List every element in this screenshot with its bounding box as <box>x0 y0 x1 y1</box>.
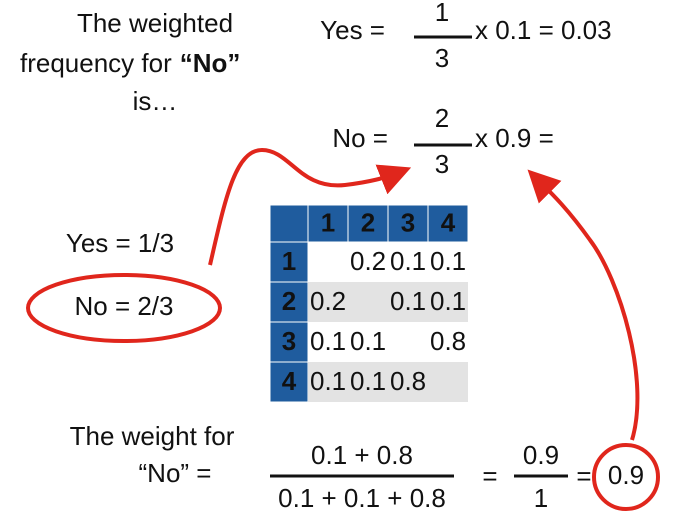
arrow <box>527 169 640 441</box>
numerator: 0.1 + 0.8 <box>311 440 413 470</box>
row-header-cell <box>269 281 309 323</box>
row-header-cell <box>269 321 309 363</box>
cell-text: 0.2 <box>310 286 346 316</box>
intro-line: frequency for “No” <box>20 48 240 78</box>
equation-lhs: No = <box>332 123 388 153</box>
cell-text: 0.1 <box>390 246 426 276</box>
header-text: 2 <box>361 207 375 237</box>
denominator: 3 <box>435 149 449 179</box>
row-header-text: 4 <box>282 366 297 396</box>
equation-rest: x 0.9 = <box>475 123 554 153</box>
equals: = <box>482 461 497 491</box>
equals: = <box>576 461 591 491</box>
numerator: 1 <box>435 0 449 27</box>
denominator: 3 <box>435 43 449 73</box>
cell <box>428 242 468 282</box>
cell <box>348 322 388 362</box>
cell <box>348 282 388 322</box>
cell <box>428 362 468 402</box>
cell-text: 0.1 <box>310 326 346 356</box>
prior: Yes = 1/3 <box>66 228 174 258</box>
cell-text: 0.8 <box>430 326 466 356</box>
header-text: 1 <box>321 207 335 237</box>
table: 1 2 3 41 0.2 0.1 0.12 0.2 0.1 0.13 0.1 0.1 0.84 0.1 0.… <box>269 204 469 403</box>
row-header-cell <box>269 361 309 403</box>
prior: No = 2/3 <box>74 291 173 321</box>
highlight-ellipse <box>26 273 222 343</box>
cell <box>388 322 428 362</box>
denominator: 0.1 + 0.1 + 0.8 <box>278 483 446 513</box>
intro-line: The weighted <box>77 8 233 38</box>
denominator: 1 <box>534 483 548 513</box>
cell <box>428 282 468 322</box>
arrow <box>208 147 412 266</box>
cell-text: 0.1 <box>310 366 346 396</box>
intro-bold: “No” <box>180 48 241 78</box>
header-cell <box>307 204 349 243</box>
cell <box>388 362 428 402</box>
row-header-text: 1 <box>282 246 296 276</box>
row-header-cell <box>269 241 309 283</box>
equation-rest: x 0.1 = 0.03 <box>475 15 612 45</box>
header-text: 3 <box>401 207 415 237</box>
intro-text: frequency for <box>20 48 172 78</box>
cell-text: 0.1 <box>350 366 386 396</box>
numerator: 0.9 <box>523 440 559 470</box>
cell-text: 0.1 <box>390 286 426 316</box>
row-header-text: 2 <box>282 286 296 316</box>
weight-label: “No” = <box>139 458 212 488</box>
cell <box>348 242 388 282</box>
cell <box>388 282 428 322</box>
numerator: 2 <box>435 103 449 133</box>
cell <box>308 322 348 362</box>
cell-text: 0.1 <box>430 286 466 316</box>
cell <box>308 282 348 322</box>
header-text: 4 <box>441 207 456 237</box>
cell-text: 0.2 <box>350 246 386 276</box>
cell <box>348 362 388 402</box>
cell <box>308 242 348 282</box>
cell <box>308 362 348 402</box>
result: 0.9 <box>608 460 644 490</box>
cell-text: 0.1 <box>430 246 466 276</box>
row-header-text: 3 <box>282 326 296 356</box>
intro-line: is… <box>133 86 178 116</box>
highlight-circle <box>592 443 660 511</box>
equation-lhs: Yes = <box>320 15 385 45</box>
cell-text: 0.8 <box>390 366 426 396</box>
cell-text: 0.1 <box>350 326 386 356</box>
weight-label: The weight for <box>70 421 235 451</box>
header-cell <box>269 204 309 243</box>
cell <box>428 322 468 362</box>
cell <box>388 242 428 282</box>
